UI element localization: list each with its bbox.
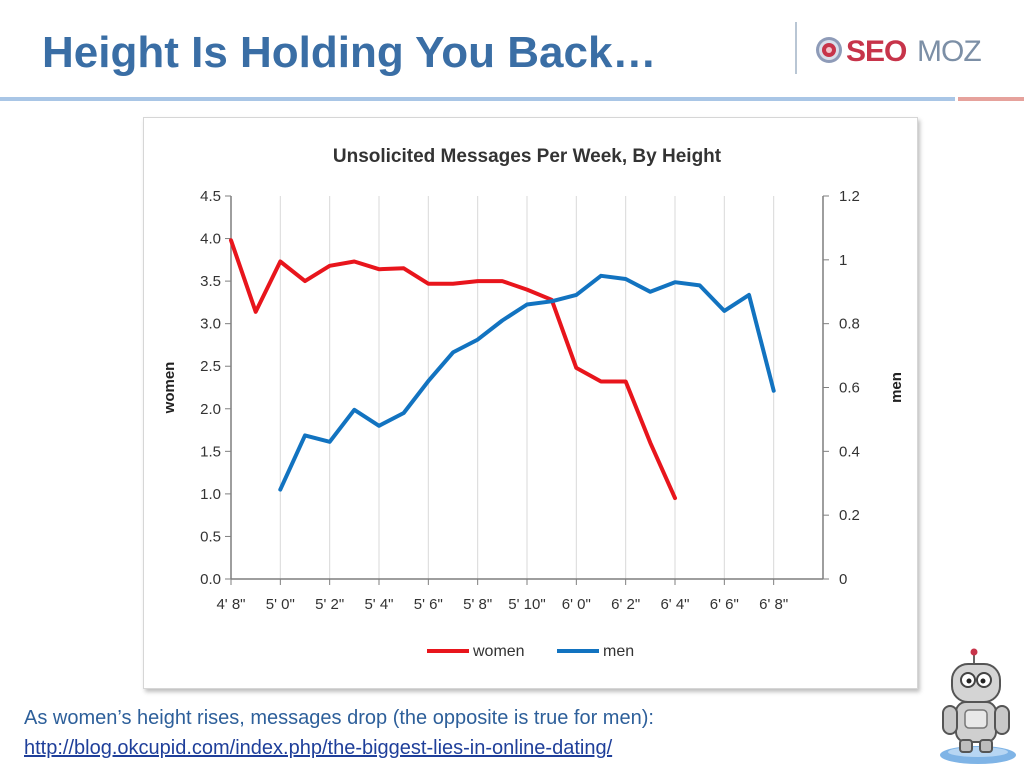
x-tick-label: 5' 4" [364,596,393,613]
x-tick-label: 6' 2" [611,596,640,613]
left-y-tick-label: 0.5 [200,528,221,545]
slide-title: Height Is Holding You Back… [42,28,657,77]
series-line-men [278,273,776,492]
right-y-tick-label: 0 [839,571,847,588]
x-tick-label: 6' 0" [562,596,591,613]
seomoz-logo: SEO MOZ [816,35,982,67]
left-y-axis-title: women [161,362,178,415]
left-y-tick-label: 4.5 [200,188,221,205]
right-y-tick-label: 0.2 [839,507,860,524]
left-y-tick-label: 3.5 [200,273,221,290]
left-y-tick-label: 0.0 [200,571,221,588]
x-tick-label: 4' 8" [216,596,245,613]
chart-title: Unsolicited Messages Per Week, By Height [333,146,722,167]
title-divider [795,22,797,74]
svg-text:MOZ: MOZ [917,35,981,67]
right-y-tick-label: 0.8 [839,316,860,333]
left-y-tick-label: 4.0 [200,231,221,248]
left-y-tick-label: 3.0 [200,316,221,333]
x-tick-label: 6' 6" [710,596,739,613]
x-tick-label: 5' 10" [508,596,545,613]
left-y-tick-label: 1.0 [200,486,221,503]
right-y-tick-label: 0.6 [839,380,860,397]
x-tick-label: 6' 4" [660,596,689,613]
header-rule-blue [0,97,955,101]
x-tick-label: 6' 8" [759,596,788,613]
series-line-women [229,238,677,501]
x-tick-label: 5' 2" [315,596,344,613]
header-rule-red [958,97,1024,101]
right-y-tick-label: 1.2 [839,188,860,205]
svg-text:SEO: SEO [846,35,907,67]
left-y-tick-label: 2.5 [200,358,221,375]
right-y-tick-label: 1 [839,252,847,269]
caption-text: As women’s height rises, messages drop (… [24,707,654,729]
right-y-tick-label: 0.4 [839,443,860,460]
seomoz-gear-icon [816,37,842,63]
line-chart: Unsolicited Messages Per Week, By Height… [161,146,905,660]
x-tick-label: 5' 6" [414,596,443,613]
left-y-tick-label: 1.5 [200,443,221,460]
source-link[interactable]: http://blog.okcupid.com/index.php/the-bi… [24,737,613,759]
roger-robot-mascot-icon [940,648,1016,764]
left-y-tick-label: 2.0 [200,401,221,418]
chart-frame: Unsolicited Messages Per Week, By Height… [143,117,918,689]
x-tick-label: 5' 8" [463,596,492,613]
x-tick-label: 5' 0" [266,596,295,613]
right-y-axis-title: men [888,372,905,403]
legend-label-women: women [472,643,525,660]
legend-label-men: men [603,643,634,660]
